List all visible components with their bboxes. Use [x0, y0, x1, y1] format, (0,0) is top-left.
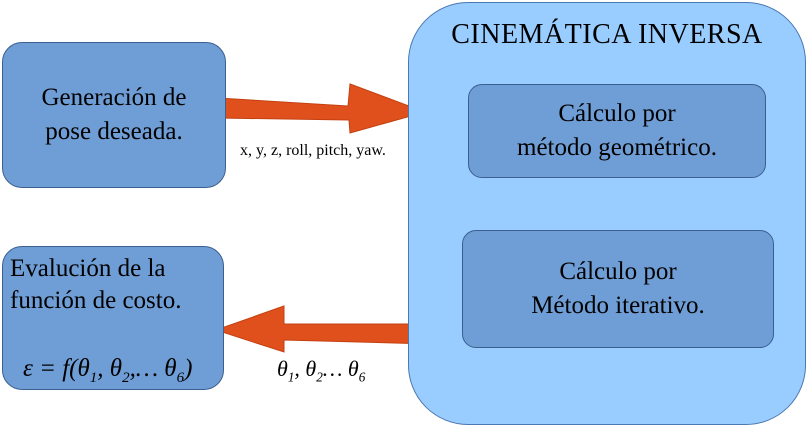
iterative-line2: Método iterativo.: [531, 292, 705, 319]
pose-box-line2: pose deseada.: [45, 118, 183, 145]
ik-panel-title: CINEMÁTICA INVERSA: [451, 19, 763, 50]
formula-end: ): [184, 355, 193, 382]
pose-arrow-label: x, y, z, roll, pitch, yaw.: [240, 142, 386, 159]
formula-sub2: 2: [122, 370, 130, 386]
pose-generation-box: Generación de pose deseada.: [2, 42, 226, 188]
eval-line1: Evalución de la: [10, 255, 166, 282]
cost-formula: ε = f(θ1, θ2,… θ6): [23, 353, 192, 394]
formula-lhs: ε = f(θ: [23, 355, 90, 382]
formula-sub1: 1: [89, 370, 98, 386]
geometric-method-box: Cálculo por método geométrico.: [468, 84, 766, 178]
formula-sep2: ,… θ: [129, 355, 177, 382]
cost-evaluation-box: Evalución de la función de costo. ε = f(…: [2, 246, 224, 390]
theta1: θ: [277, 356, 288, 381]
pose-box-line1: Generación de: [41, 84, 187, 111]
geometric-line1: Cálculo por: [558, 100, 676, 127]
pose-to-ik-arrow: [217, 83, 427, 134]
ik-to-eval-arrow: [214, 305, 431, 353]
theta2: , θ: [294, 356, 317, 381]
theta6: … θ: [322, 356, 359, 381]
inverse-kinematics-panel: CINEMÁTICA INVERSA: [408, 2, 806, 425]
theta2-sub: 2: [316, 369, 323, 385]
iterative-line1: Cálculo por: [559, 258, 677, 285]
theta6-sub: 6: [358, 369, 366, 385]
formula-sep1: , θ: [97, 355, 123, 382]
geometric-line2: método geométrico.: [517, 134, 717, 161]
joint-angles-label: θ1, θ2… θ6: [277, 356, 365, 385]
theta1-sub: 1: [287, 369, 295, 385]
eval-line2: función de costo.: [10, 287, 182, 314]
formula-sub3: 6: [176, 370, 185, 386]
iterative-method-box: Cálculo por Método iterativo.: [462, 230, 774, 348]
